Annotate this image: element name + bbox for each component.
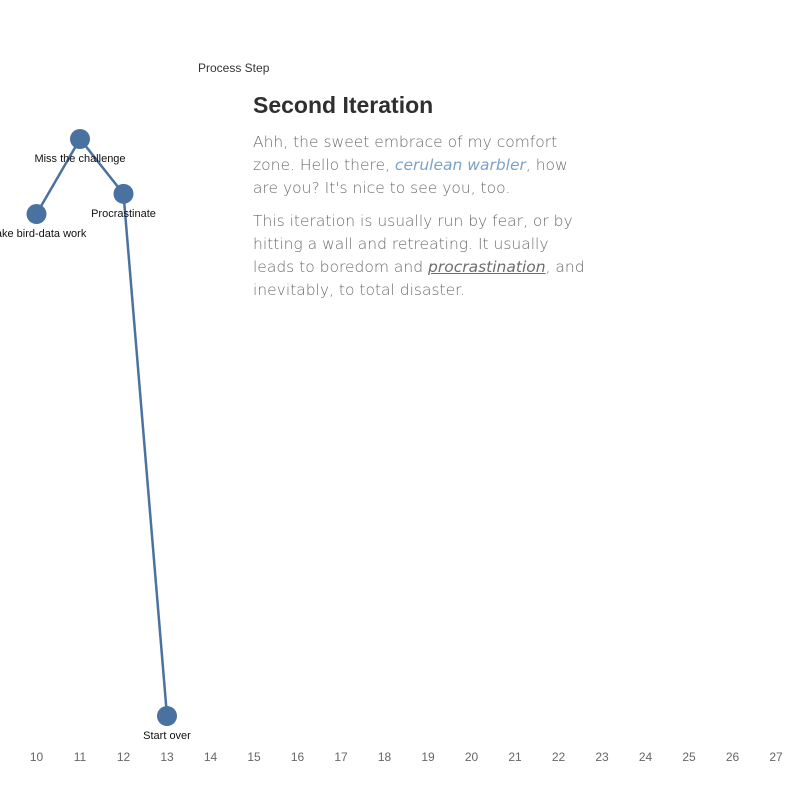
- x-tick-label: 22: [552, 750, 566, 764]
- x-tick-label: 23: [595, 750, 609, 764]
- data-point[interactable]: [113, 183, 134, 204]
- x-tick-label: 11: [74, 750, 87, 764]
- x-tick-label: 16: [291, 750, 305, 764]
- x-tick-label: 13: [160, 750, 174, 764]
- data-point[interactable]: [70, 129, 90, 149]
- data-point-label: Start over: [143, 730, 191, 742]
- story-paragraph-1: Ahh, the sweet embrace of my comfort zon…: [253, 131, 588, 200]
- x-tick-label: 19: [421, 750, 435, 764]
- point-labels: make bird-data work Miss the challenge Pro…: [0, 153, 191, 742]
- data-point[interactable]: [157, 706, 177, 726]
- x-tick-label: 25: [682, 750, 696, 764]
- story-heading: Second Iteration: [253, 92, 434, 118]
- p1-text-a: Ahh, the sweet embrace of my comfort zon…: [253, 133, 558, 174]
- data-point-label: make bird-data work: [0, 228, 87, 240]
- points-group: [26, 129, 177, 726]
- x-tick-label: 15: [247, 750, 261, 764]
- species-link[interactable]: cerulean warbler: [394, 156, 526, 174]
- series-line: [35, 136, 169, 717]
- x-tick-label: 12: [117, 750, 131, 764]
- series-group: [35, 136, 169, 717]
- x-tick-label: 14: [204, 750, 218, 764]
- data-point-label: Procrastinate: [91, 208, 156, 220]
- x-tick-label: 18: [378, 750, 392, 764]
- x-tick-label: 20: [465, 750, 479, 764]
- p1-text-b: , how are you? It's nice to see you, too…: [253, 156, 568, 197]
- x-tick-label: 10: [30, 750, 44, 764]
- story-paragraph-2: This iteration is usually run by fear, o…: [253, 210, 588, 302]
- x-tick-label: 24: [639, 750, 653, 764]
- y-axis-title: Process Step: [198, 61, 270, 75]
- x-tick-label: 21: [508, 750, 522, 764]
- story-panel: Second Iteration Ahh, the sweet embrace …: [253, 92, 588, 312]
- x-tick-label: 26: [726, 750, 740, 764]
- procrastination-link[interactable]: procrastination: [428, 258, 546, 276]
- x-tick-label: 17: [334, 750, 348, 764]
- data-point[interactable]: [26, 204, 47, 225]
- x-tick-label: 27: [769, 750, 783, 764]
- p2-text-a: This iteration is usually run by fear, o…: [253, 212, 573, 276]
- x-axis-ticks: 10 11 12 13 14 15 16 17 18 19 20 21 22 23 24 25 26 27: [30, 750, 783, 764]
- data-point-label: Miss the challenge: [34, 153, 125, 165]
- p2-text-b: , and inevitably, to total disaster.: [253, 258, 585, 299]
